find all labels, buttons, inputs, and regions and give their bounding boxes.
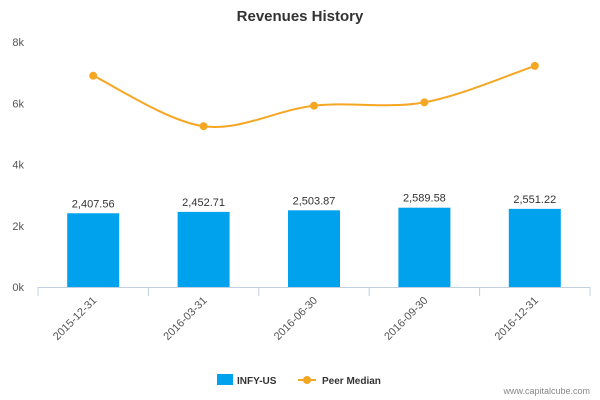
legend: INFY-US Peer Median xyxy=(217,374,381,387)
bar-series xyxy=(67,207,561,287)
y-tick-label: 4k xyxy=(12,160,24,172)
bar-data-label: 2,589.58 xyxy=(403,193,446,205)
bar-data-label: 2,407.56 xyxy=(72,198,115,210)
x-axis-labels: 2015-12-31 2016-03-31 2016-06-30 2016-09-30… xyxy=(51,295,541,343)
bar xyxy=(177,211,230,287)
x-tick-label: 2015-12-31 xyxy=(51,295,99,343)
y-tick-label: 8k xyxy=(12,37,24,49)
bar xyxy=(288,210,340,287)
y-tick-label: 2k xyxy=(12,221,24,233)
peer-median-points xyxy=(89,61,539,131)
bar-data-label: 2,503.87 xyxy=(293,195,336,207)
peer-median-line xyxy=(92,64,536,128)
peer-median-point xyxy=(530,61,539,70)
bar xyxy=(398,207,451,287)
legend-swatch-marker xyxy=(303,376,311,384)
legend-label-bar: INFY-US xyxy=(237,376,277,387)
y-tick-label: 6k xyxy=(12,98,24,110)
bar-data-labels: 2,407.56 2,452.71 2,503.87 2,589.58 2,551.22 xyxy=(72,193,556,211)
legend-swatch-bar xyxy=(217,374,233,385)
peer-median-point xyxy=(199,122,208,131)
x-tick-label: 2016-09-30 xyxy=(382,295,430,343)
x-tick-label: 2016-06-30 xyxy=(272,295,320,343)
y-axis-ticks: 0k 2k 4k 6k 8k xyxy=(12,37,24,294)
chart-title: Revenues History xyxy=(237,8,364,25)
x-axis-ticks xyxy=(37,287,591,296)
peer-median-point xyxy=(89,71,98,80)
credit-text: www.capitalcube.com xyxy=(502,386,590,396)
bar xyxy=(67,213,120,287)
y-tick-label: 0k xyxy=(12,282,24,294)
peer-median-point xyxy=(310,101,318,110)
legend-label-line: Peer Median xyxy=(322,376,381,387)
bar xyxy=(508,208,561,287)
bar-data-label: 2,452.71 xyxy=(182,197,225,209)
x-tick-label: 2016-03-31 xyxy=(161,295,209,343)
bar-data-label: 2,551.22 xyxy=(513,194,556,206)
x-tick-label: 2016-12-31 xyxy=(493,295,541,343)
peer-median-point xyxy=(420,98,429,107)
